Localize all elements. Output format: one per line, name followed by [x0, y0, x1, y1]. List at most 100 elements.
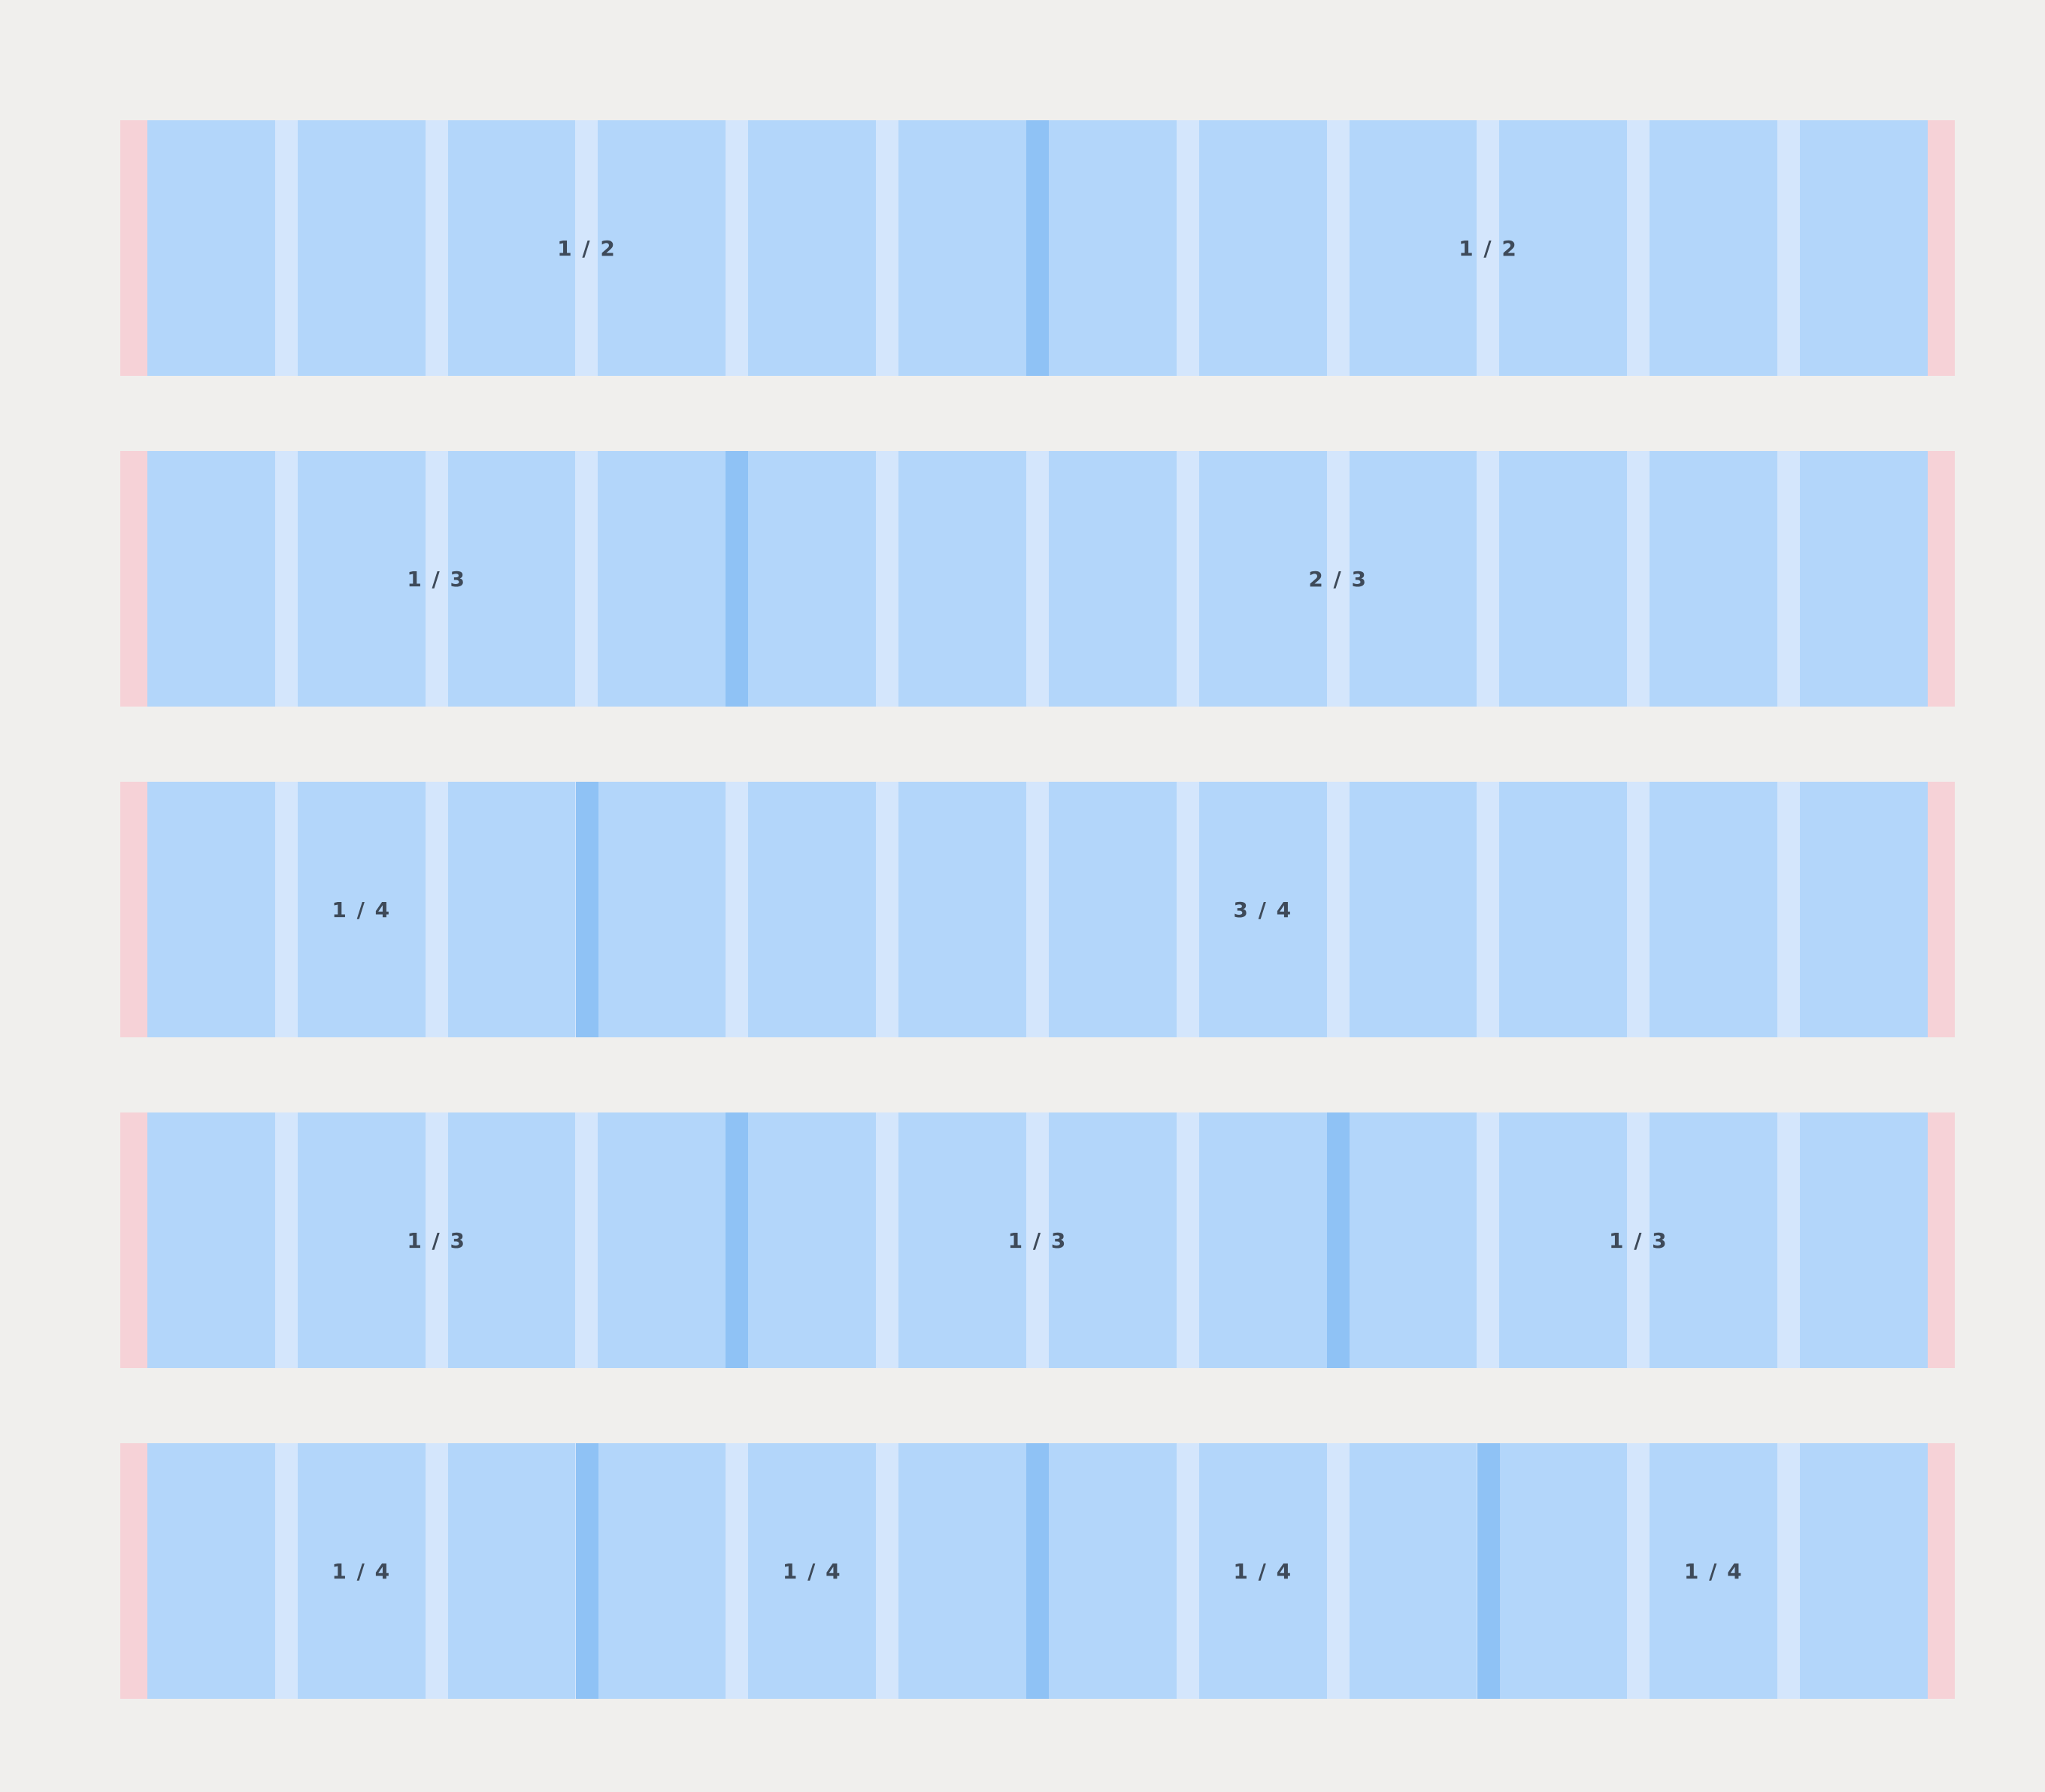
block-label: 1 / 2 — [557, 235, 617, 261]
grid-column — [1048, 782, 1177, 1037]
margin-strip-left — [120, 782, 147, 1037]
grid-column — [1048, 1112, 1177, 1368]
grid-column — [898, 1443, 1026, 1699]
grid-column — [748, 451, 877, 707]
grid-column — [598, 451, 726, 707]
grid-column — [748, 120, 877, 376]
block-divider — [1477, 1443, 1500, 1699]
grid-column — [1198, 451, 1327, 707]
grid-column — [1650, 1443, 1778, 1699]
margin-strip-right — [1928, 1443, 1955, 1699]
margin-strip-left — [120, 120, 147, 376]
grid-column — [147, 120, 275, 376]
grid-column — [447, 1443, 576, 1699]
margin-strip-left — [120, 1443, 147, 1699]
grid-column — [1650, 1112, 1778, 1368]
grid-block: 1 / 2 — [1049, 120, 1928, 376]
grid-column — [1198, 1443, 1327, 1699]
grid-row: 1 / 2 1 / 2 — [120, 120, 1955, 376]
grid-column — [1349, 451, 1477, 707]
grid-column — [297, 1112, 426, 1368]
grid-block: 1 / 4 — [1049, 1443, 1477, 1699]
grid-column — [1198, 1112, 1327, 1368]
grid-column — [748, 1112, 877, 1368]
grid-column — [898, 120, 1026, 376]
grid-column — [1650, 451, 1778, 707]
margin-strip-left — [120, 451, 147, 707]
grid-column — [1349, 120, 1477, 376]
grid-column — [1048, 451, 1177, 707]
grid-column — [598, 120, 726, 376]
row-blocks: 1 / 2 1 / 2 — [147, 120, 1928, 376]
block-divider — [726, 1112, 749, 1368]
grid-column — [598, 1112, 726, 1368]
block-divider — [1026, 120, 1049, 376]
grid-column — [447, 451, 576, 707]
grid-column — [1499, 451, 1628, 707]
grid-block: 3 / 4 — [598, 782, 1928, 1037]
grid-block: 2 / 3 — [748, 451, 1928, 707]
grid-column — [1800, 1112, 1928, 1368]
grid-column — [748, 782, 877, 1037]
grid-column — [1349, 1112, 1477, 1368]
grid-block: 1 / 2 — [147, 120, 1026, 376]
margin-strip-right — [1928, 451, 1955, 707]
grid-block: 1 / 4 — [147, 1443, 576, 1699]
block-divider — [575, 1443, 598, 1699]
grid-column — [1650, 782, 1778, 1037]
grid-column — [1800, 782, 1928, 1037]
grid-column — [1049, 1443, 1177, 1699]
grid-column — [1499, 1112, 1628, 1368]
grid-column — [1499, 120, 1628, 376]
margin-strip-right — [1928, 1112, 1955, 1368]
block-label: 1 / 2 — [1459, 235, 1518, 261]
grid-column — [1198, 120, 1327, 376]
grid-column — [598, 1443, 726, 1699]
block-divider — [575, 782, 598, 1037]
grid-column — [1800, 120, 1928, 376]
grid-column — [297, 782, 426, 1037]
block-divider — [726, 451, 749, 707]
margin-strip-right — [1928, 782, 1955, 1037]
grid-column — [1499, 1443, 1628, 1699]
grid-block: 1 / 3 — [147, 1112, 726, 1368]
grid-column — [1049, 120, 1177, 376]
margin-strip-left — [120, 1112, 147, 1368]
grid-block: 1 / 3 — [748, 1112, 1327, 1368]
grid-block: 1 / 3 — [147, 451, 726, 707]
grid-column — [147, 1112, 275, 1368]
block-divider — [1326, 1112, 1350, 1368]
grid-column — [1499, 782, 1628, 1037]
block-divider — [1026, 1443, 1049, 1699]
grid-column — [297, 120, 426, 376]
grid-column — [1349, 1443, 1477, 1699]
grid-column — [447, 1112, 576, 1368]
grid-column — [147, 1443, 275, 1699]
grid-block: 1 / 4 — [147, 782, 576, 1037]
grid-column — [748, 1443, 877, 1699]
grid-column — [147, 451, 275, 707]
grid-column — [898, 451, 1026, 707]
grid-column — [898, 1112, 1026, 1368]
grid-column — [297, 1443, 426, 1699]
grid-column — [898, 782, 1026, 1037]
grid-column — [1800, 451, 1928, 707]
grid-block: 1 / 4 — [1499, 1443, 1928, 1699]
grid-column — [1650, 120, 1778, 376]
grid-block: 1 / 4 — [598, 1443, 1026, 1699]
grid-column — [598, 782, 726, 1037]
grid-column — [1800, 1443, 1928, 1699]
grid-column — [447, 782, 576, 1037]
grid-column — [1349, 782, 1477, 1037]
grid-column — [447, 120, 576, 376]
